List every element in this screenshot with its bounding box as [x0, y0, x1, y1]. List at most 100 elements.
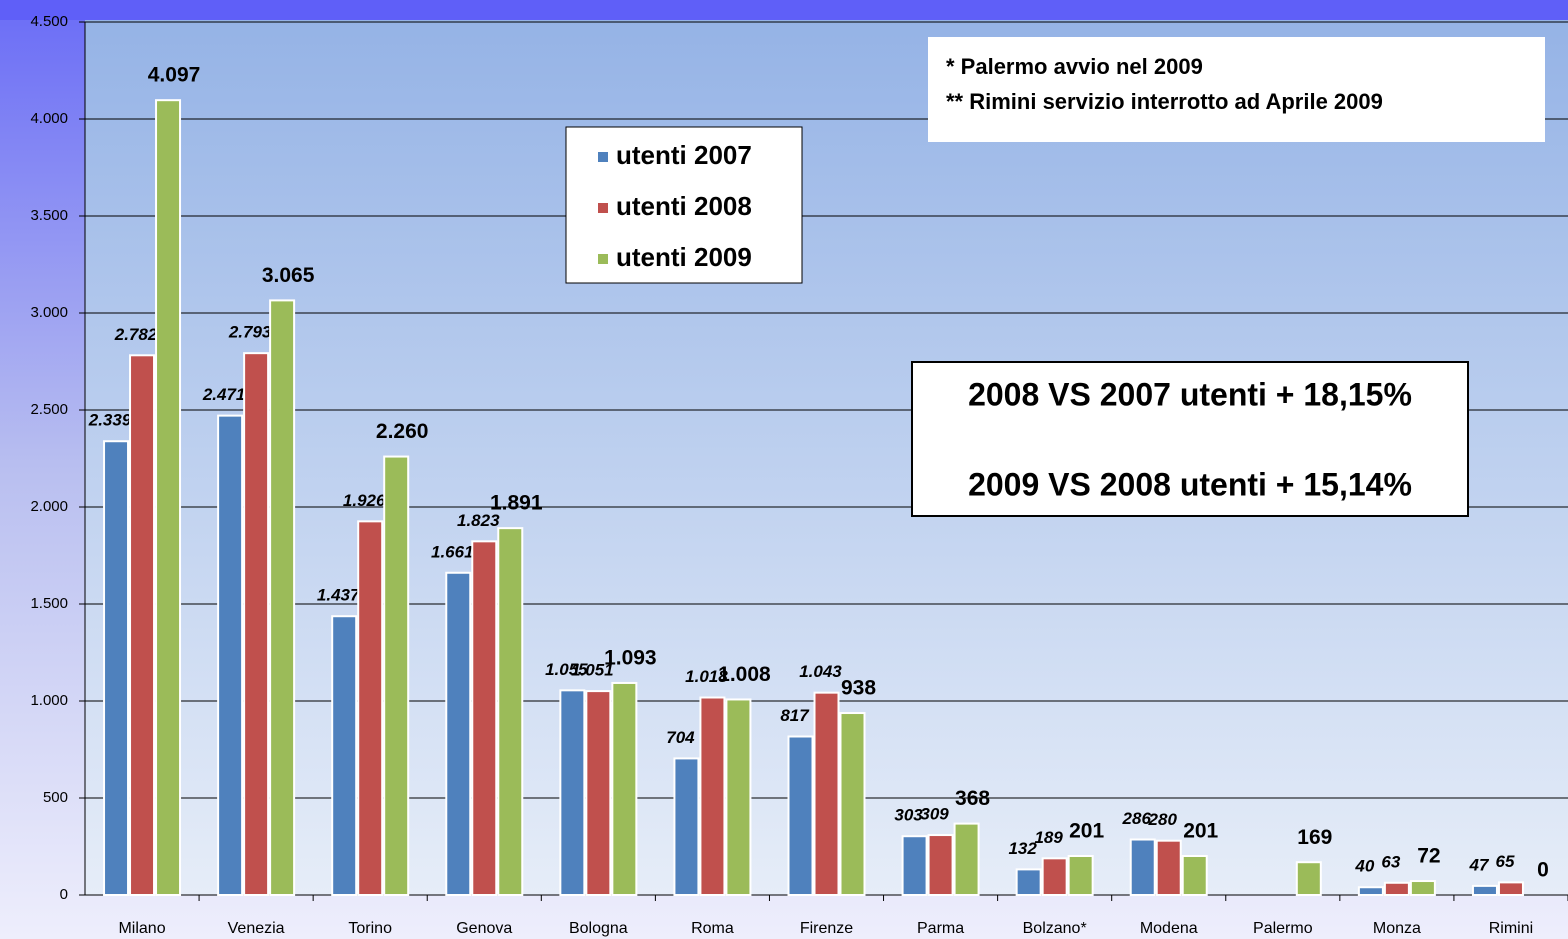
- bar: [813, 691, 840, 897]
- comparison-box: [911, 361, 1469, 517]
- data-label: 40: [1354, 857, 1374, 876]
- data-label: 1.008: [718, 663, 771, 686]
- bar: [787, 735, 814, 897]
- bar: [699, 696, 726, 896]
- note: ** Rimini servizio interrotto ad Aprile …: [946, 89, 1383, 114]
- bar: [953, 822, 980, 896]
- data-label: 2.782: [114, 325, 158, 344]
- data-label: 280: [1148, 810, 1178, 829]
- y-tick-label: 3.500: [30, 207, 68, 224]
- bar: [243, 352, 270, 896]
- comparison: 2009 VS 2008 utenti + 15,14%: [968, 466, 1412, 502]
- data-label: 189: [1034, 828, 1063, 847]
- legend-swatch: [598, 152, 608, 162]
- data-label: 309: [920, 805, 949, 824]
- bar: [269, 299, 296, 896]
- data-label: 2.339: [88, 411, 132, 430]
- bar: [471, 540, 498, 896]
- y-tick-label: 0: [60, 886, 68, 903]
- bar: [1181, 855, 1208, 896]
- bar: [559, 689, 586, 897]
- x-tick-label: Palermo: [1253, 920, 1313, 937]
- x-tick-label: Firenze: [800, 920, 853, 937]
- bar: [1409, 880, 1436, 896]
- data-label: 1.891: [490, 492, 543, 515]
- x-tick-label: Modena: [1140, 920, 1198, 937]
- legend-swatch: [598, 203, 608, 213]
- x-tick-label: Venezia: [228, 920, 285, 937]
- bar: [927, 834, 954, 897]
- data-label: 938: [841, 677, 876, 700]
- bar: [839, 712, 866, 897]
- data-label: 1.051: [571, 661, 614, 680]
- bar: [1295, 861, 1322, 896]
- legend-label: utenti 2009: [616, 242, 752, 272]
- bar: [1471, 884, 1498, 897]
- data-label: 4.097: [148, 64, 201, 87]
- data-label: 1.093: [604, 647, 657, 670]
- y-tick-label: 1.000: [30, 692, 68, 709]
- bar: [1497, 881, 1524, 897]
- top-strip: [0, 0, 1568, 20]
- y-tick-label: 500: [43, 789, 68, 806]
- y-tick-label: 1.500: [30, 595, 68, 612]
- bar: [103, 440, 130, 896]
- data-label: 169: [1297, 826, 1332, 849]
- data-label: 65: [1496, 852, 1515, 871]
- bar: [1383, 881, 1410, 897]
- data-label: 1.926: [343, 491, 386, 510]
- x-tick-label: Rimini: [1489, 920, 1533, 937]
- data-label: 132: [1008, 839, 1037, 858]
- bar: [357, 520, 384, 897]
- comparison: 2008 VS 2007 utenti + 18,15%: [968, 376, 1412, 412]
- bar: [155, 99, 182, 896]
- data-label: 817: [780, 706, 810, 725]
- bar: [585, 690, 612, 897]
- bar: [1129, 838, 1156, 896]
- y-tick-label: 4.000: [30, 110, 68, 127]
- y-tick-label: 2.000: [30, 498, 68, 515]
- bar: [1041, 857, 1068, 896]
- legend-label: utenti 2008: [616, 191, 752, 221]
- y-tick-label: 3.000: [30, 304, 68, 321]
- x-tick-label: Roma: [691, 920, 734, 937]
- bar: [129, 354, 156, 896]
- x-tick-label: Bolzano*: [1023, 920, 1087, 937]
- data-label: 201: [1183, 820, 1218, 843]
- legend-label: utenti 2007: [616, 140, 752, 170]
- bar: [1155, 839, 1182, 896]
- data-label: 63: [1381, 852, 1400, 871]
- data-label: 368: [955, 787, 990, 810]
- data-label: 704: [666, 728, 695, 747]
- bar: [1015, 868, 1042, 897]
- x-tick-label: Genova: [456, 920, 512, 937]
- data-label: 303: [894, 806, 923, 825]
- data-label: 72: [1417, 845, 1440, 868]
- x-tick-label: Bologna: [569, 920, 628, 937]
- data-label: 1.043: [799, 662, 842, 681]
- note: * Palermo avvio nel 2009: [946, 54, 1203, 79]
- data-label: 1.823: [457, 511, 500, 530]
- bar: [383, 455, 410, 896]
- data-label: 1.437: [317, 586, 361, 605]
- notes-box: [928, 37, 1545, 142]
- x-tick-label: Parma: [917, 920, 964, 937]
- data-label: 3.065: [262, 264, 315, 287]
- data-label: 47: [1469, 855, 1490, 874]
- data-label: 2.471: [202, 385, 246, 404]
- legend-swatch: [598, 254, 608, 264]
- data-label: 1.661: [431, 542, 474, 561]
- data-label: 1.018: [685, 667, 728, 686]
- x-tick-label: Milano: [118, 920, 165, 937]
- bar: [611, 681, 638, 897]
- data-label: 2.793: [228, 323, 272, 342]
- data-label: 201: [1069, 820, 1104, 843]
- bar: [725, 698, 752, 896]
- x-tick-label: Torino: [348, 920, 392, 937]
- bar: [331, 615, 358, 896]
- bar: [217, 414, 244, 896]
- data-label: 0: [1537, 859, 1549, 882]
- bar: [901, 835, 928, 897]
- data-label: 1.055: [545, 660, 588, 679]
